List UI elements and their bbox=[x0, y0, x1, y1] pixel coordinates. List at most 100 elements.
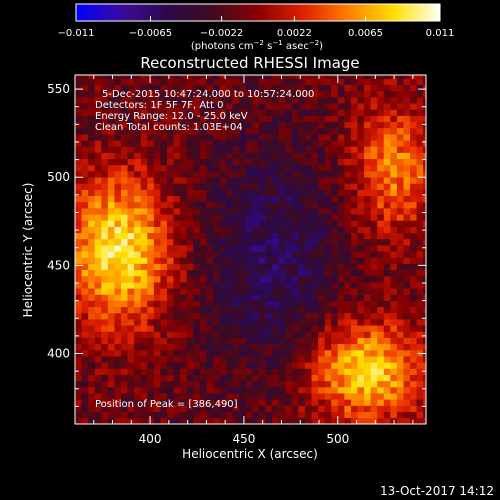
heatmap-cell bbox=[298, 417, 306, 424]
heatmap-cell bbox=[272, 177, 279, 184]
heatmap-cell bbox=[180, 312, 187, 320]
heatmap-cell bbox=[239, 109, 247, 116]
heatmap-cell bbox=[239, 356, 247, 363]
heatmap-cell bbox=[278, 195, 286, 203]
heatmap-cell bbox=[212, 171, 220, 178]
heatmap-cell bbox=[147, 115, 155, 123]
heatmap-cell bbox=[226, 368, 233, 375]
heatmap-cell bbox=[410, 417, 417, 424]
heatmap-cell bbox=[410, 251, 417, 258]
heatmap-cell bbox=[285, 417, 293, 424]
heatmap-cell bbox=[291, 103, 299, 110]
heatmap-cell bbox=[318, 134, 325, 141]
heatmap-cell bbox=[357, 393, 365, 400]
heatmap-cell bbox=[166, 152, 174, 160]
heatmap-cell bbox=[107, 84, 115, 92]
heatmap-cell bbox=[94, 257, 102, 264]
heatmap-cell bbox=[219, 399, 227, 406]
heatmap-cell bbox=[193, 97, 201, 104]
heatmap-cell bbox=[331, 214, 339, 221]
heatmap-cell bbox=[186, 78, 194, 85]
heatmap-cell bbox=[410, 97, 417, 104]
heatmap-cell bbox=[410, 189, 417, 197]
heatmap-cell bbox=[370, 78, 378, 85]
heatmap-cell bbox=[344, 97, 352, 104]
heatmap-cell bbox=[88, 171, 96, 178]
heatmap-cell bbox=[81, 232, 89, 240]
heatmap-cell bbox=[173, 78, 181, 85]
heatmap-cell bbox=[278, 84, 286, 92]
heatmap-cell bbox=[331, 103, 339, 110]
heatmap-cell bbox=[403, 140, 411, 147]
heatmap-cell bbox=[285, 97, 293, 104]
heatmap-cell bbox=[245, 78, 253, 85]
x-tick-label: 500 bbox=[326, 432, 349, 446]
heatmap-cell bbox=[232, 269, 240, 277]
heatmap-cell bbox=[350, 269, 358, 277]
heatmap-cell bbox=[101, 103, 109, 110]
heatmap-cell bbox=[357, 158, 365, 166]
heatmap-cell bbox=[390, 103, 398, 110]
heatmap-cell bbox=[258, 374, 266, 382]
heatmap-cell bbox=[180, 121, 187, 129]
heatmap-cell bbox=[212, 220, 220, 227]
heatmap-cell bbox=[193, 312, 201, 320]
heatmap-cell bbox=[166, 146, 174, 153]
heatmap-cell bbox=[173, 356, 181, 363]
heatmap-cell bbox=[114, 177, 122, 184]
heatmap-cell bbox=[219, 90, 227, 98]
heatmap-cell bbox=[311, 288, 319, 295]
heatmap-cell bbox=[245, 399, 253, 406]
heatmap-cell bbox=[94, 183, 102, 190]
heatmap-cell bbox=[390, 368, 398, 375]
heatmap-cell bbox=[147, 226, 155, 234]
heatmap-cell bbox=[180, 177, 187, 184]
heatmap-cell bbox=[403, 257, 411, 264]
heatmap-cell bbox=[304, 189, 312, 197]
heatmap-cell bbox=[199, 417, 207, 424]
heatmap-cell bbox=[101, 220, 109, 227]
heatmap-cell bbox=[278, 201, 286, 209]
heatmap-cell bbox=[344, 201, 352, 209]
heatmap-cell bbox=[304, 349, 312, 357]
heatmap-cell bbox=[147, 393, 155, 400]
heatmap-cell bbox=[331, 208, 339, 215]
heatmap-cell bbox=[291, 208, 299, 215]
heatmap-cell bbox=[81, 374, 89, 382]
heatmap-cell bbox=[114, 257, 122, 264]
heatmap-cell bbox=[258, 90, 266, 98]
heatmap-cell bbox=[311, 226, 319, 234]
heatmap-cell bbox=[357, 177, 365, 184]
heatmap-cell bbox=[337, 343, 345, 351]
heatmap-cell bbox=[107, 226, 115, 234]
heatmap-cell bbox=[410, 362, 417, 369]
heatmap-cell bbox=[285, 288, 293, 295]
heatmap-cell bbox=[140, 331, 148, 338]
heatmap-cell bbox=[232, 109, 240, 116]
heatmap-cell bbox=[272, 343, 279, 351]
heatmap-cell bbox=[186, 140, 194, 147]
heatmap-cell bbox=[298, 220, 306, 227]
heatmap-cell bbox=[390, 226, 398, 234]
heatmap-cell bbox=[252, 411, 260, 419]
heatmap-cell bbox=[324, 201, 332, 209]
heatmap-cell bbox=[364, 374, 371, 382]
heatmap-cell bbox=[331, 405, 339, 412]
heatmap-cell bbox=[239, 405, 247, 412]
heatmap-cell bbox=[94, 269, 102, 277]
heatmap-cell bbox=[364, 399, 371, 406]
heatmap-cell bbox=[153, 356, 161, 363]
heatmap-cell bbox=[331, 294, 339, 301]
heatmap-cell bbox=[252, 300, 260, 308]
heatmap-cell bbox=[232, 226, 240, 234]
heatmap-cell bbox=[331, 78, 339, 85]
heatmap-cell bbox=[153, 84, 161, 92]
heatmap-cell bbox=[423, 158, 426, 166]
heatmap-cell bbox=[364, 127, 371, 135]
heatmap-cell bbox=[245, 343, 253, 351]
heatmap-cell bbox=[258, 183, 266, 190]
heatmap-cell bbox=[370, 288, 378, 295]
heatmap-cell bbox=[212, 238, 220, 246]
heatmap-cell bbox=[127, 220, 135, 227]
heatmap-cell bbox=[304, 405, 312, 412]
